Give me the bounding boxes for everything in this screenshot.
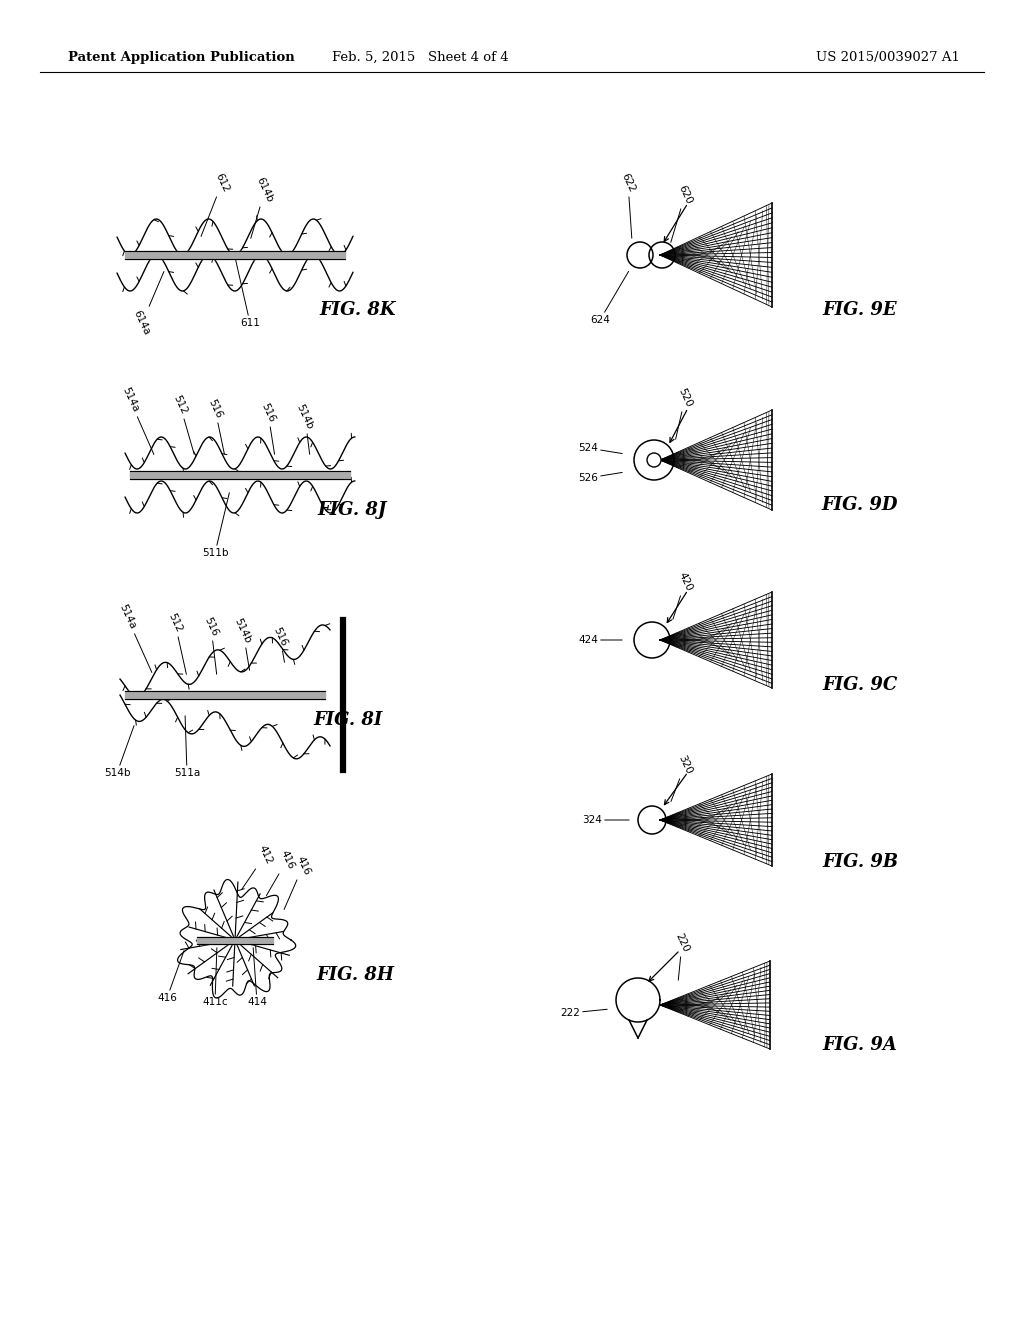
Text: US 2015/0039027 A1: US 2015/0039027 A1 <box>816 50 961 63</box>
Text: 416: 416 <box>157 950 184 1003</box>
Text: 220: 220 <box>674 932 691 981</box>
Text: Feb. 5, 2015   Sheet 4 of 4: Feb. 5, 2015 Sheet 4 of 4 <box>332 50 508 63</box>
Text: FIG. 8K: FIG. 8K <box>319 301 396 319</box>
Text: FIG. 9C: FIG. 9C <box>822 676 898 694</box>
Text: 324: 324 <box>582 814 629 825</box>
Text: 516: 516 <box>259 401 276 454</box>
Text: 514b: 514b <box>295 403 315 454</box>
Text: 511b: 511b <box>202 492 229 558</box>
Text: 526: 526 <box>579 473 623 483</box>
Text: FIG. 8I: FIG. 8I <box>313 711 383 729</box>
Text: FIG. 9A: FIG. 9A <box>822 1036 897 1053</box>
Circle shape <box>647 453 662 467</box>
Text: 412: 412 <box>242 843 273 890</box>
Text: 514a: 514a <box>117 603 152 672</box>
Text: Patent Application Publication: Patent Application Publication <box>68 50 295 63</box>
Text: 416: 416 <box>284 855 311 909</box>
Text: FIG. 8H: FIG. 8H <box>316 966 394 983</box>
Text: 514a: 514a <box>120 385 154 454</box>
Text: 512: 512 <box>166 612 186 675</box>
Text: 516: 516 <box>271 626 289 663</box>
Text: FIG. 8J: FIG. 8J <box>317 502 387 519</box>
Text: 622: 622 <box>620 172 637 238</box>
Text: 524: 524 <box>579 444 623 454</box>
Text: FIG. 9D: FIG. 9D <box>821 496 898 513</box>
Text: FIG. 9E: FIG. 9E <box>822 301 897 319</box>
Text: 411c: 411c <box>202 948 227 1007</box>
Text: 611: 611 <box>236 260 260 327</box>
Text: 620: 620 <box>671 183 693 243</box>
Text: 520: 520 <box>676 387 693 440</box>
Text: 614a: 614a <box>132 272 164 337</box>
Text: 222: 222 <box>560 1008 607 1018</box>
Text: 320: 320 <box>671 754 693 801</box>
Text: 511a: 511a <box>174 715 200 777</box>
Text: 514b: 514b <box>103 726 134 777</box>
Text: 514b: 514b <box>232 616 253 671</box>
Text: 614b: 614b <box>251 176 275 239</box>
Text: 424: 424 <box>579 635 623 645</box>
Text: 414: 414 <box>247 948 267 1007</box>
Text: 516: 516 <box>206 397 224 454</box>
Text: FIG. 9B: FIG. 9B <box>822 853 898 871</box>
Text: 516: 516 <box>203 616 220 675</box>
Text: 416: 416 <box>266 849 296 895</box>
Text: 612: 612 <box>201 172 230 236</box>
Text: 420: 420 <box>673 572 693 619</box>
Text: 512: 512 <box>171 393 195 454</box>
Text: 624: 624 <box>590 272 629 325</box>
